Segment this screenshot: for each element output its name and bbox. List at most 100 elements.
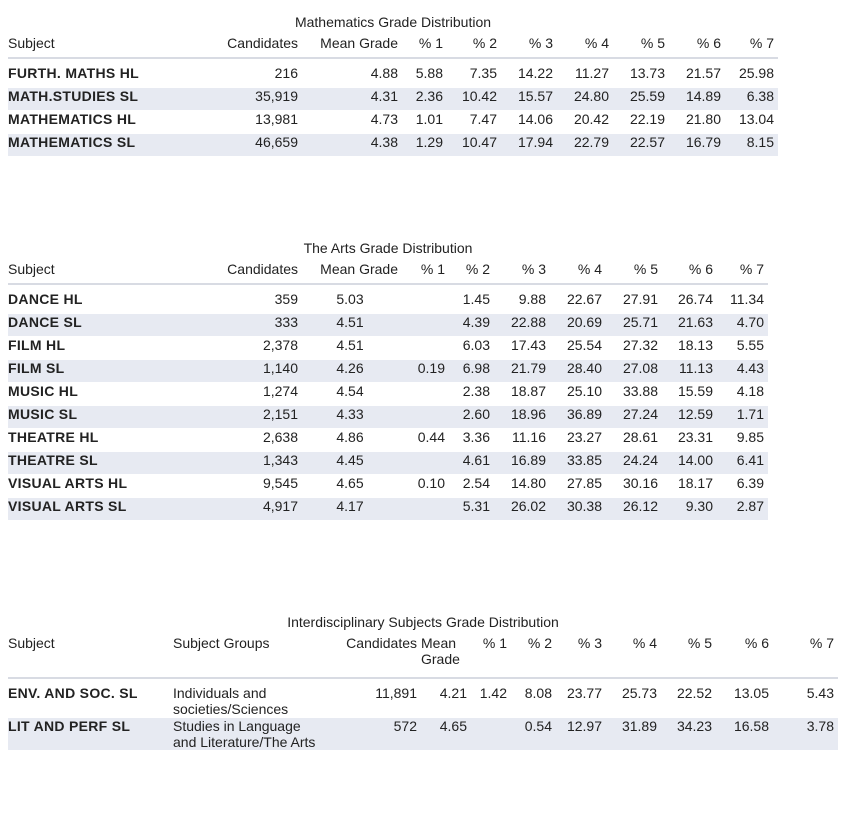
- value-cell: 26.74: [662, 291, 717, 314]
- value-cell: 18.96: [494, 405, 550, 429]
- table-row: MATH.STUDIES SL 35,919 4.31 2.36 10.42 15.57 2…: [8, 87, 778, 111]
- value-cell: 10.42: [447, 87, 501, 111]
- value-cell: 4,917: [190, 497, 302, 521]
- value-cell: 5.43: [773, 685, 838, 718]
- value-cell: 35,919: [190, 87, 302, 111]
- value-cell: 25.54: [550, 336, 606, 360]
- col-mean-grade: Mean Grade: [302, 35, 402, 59]
- value-cell: 11.13: [662, 359, 717, 383]
- col-mean-grade: Mean Grade: [421, 635, 471, 679]
- value-cell: Studies in Language and Literature/The A…: [173, 717, 323, 751]
- value-cell: 11.34: [717, 291, 768, 314]
- value-cell: 14.00: [662, 451, 717, 475]
- col-pct-4: % 4: [606, 635, 661, 679]
- arts-grade-table: The Arts Grade Distribution Subject Cand…: [8, 240, 768, 521]
- value-cell: 9.88: [494, 291, 550, 314]
- value-cell: 1,274: [190, 382, 302, 406]
- value-cell: 26.02: [494, 497, 550, 521]
- value-cell: 1,140: [190, 359, 302, 383]
- value-cell: [402, 405, 449, 429]
- value-cell: 5.31: [449, 497, 494, 521]
- table-row: LIT AND PERF SL Studies in Language and L…: [8, 717, 838, 751]
- value-cell: 4.18: [717, 382, 768, 406]
- value-cell: 4.70: [717, 313, 768, 337]
- col-pct-7: % 7: [725, 35, 778, 59]
- value-cell: 34.23: [661, 717, 716, 751]
- value-cell: 27.24: [606, 405, 662, 429]
- spacer-row: [8, 58, 778, 65]
- value-cell: 216: [190, 65, 302, 88]
- value-cell: 21.79: [494, 359, 550, 383]
- value-cell: 30.38: [550, 497, 606, 521]
- value-cell: 17.94: [501, 133, 557, 157]
- value-cell: 4.54: [302, 382, 402, 406]
- table-row: THEATRE SL 1,343 4.45 4.61 16.89 33.85 24.24 14…: [8, 451, 768, 475]
- subject-cell: DANCE HL: [8, 291, 190, 314]
- value-cell: 8.15: [725, 133, 778, 157]
- col-pct-6: % 6: [662, 261, 717, 285]
- value-cell: 0.19: [402, 359, 449, 383]
- table-row: MATHEMATICS HL 13,981 4.73 1.01 7.47 14.06 20.…: [8, 110, 778, 134]
- value-cell: 9.85: [717, 428, 768, 452]
- value-cell: 14.06: [501, 110, 557, 134]
- value-cell: 8.08: [511, 685, 556, 718]
- value-cell: 4.26: [302, 359, 402, 383]
- value-cell: 20.42: [557, 110, 613, 134]
- inter-table-title: Interdisciplinary Subjects Grade Distrib…: [287, 614, 559, 630]
- value-cell: 10.47: [447, 133, 501, 157]
- value-cell: 6.41: [717, 451, 768, 475]
- value-cell: 3.36: [449, 428, 494, 452]
- col-pct-1: % 1: [471, 635, 511, 679]
- value-cell: 6.39: [717, 474, 768, 498]
- value-cell: 22.52: [661, 685, 716, 718]
- value-cell: 12.97: [556, 717, 606, 751]
- table-row: DANCE SL 333 4.51 4.39 22.88 20.69 25.71 21.63 4…: [8, 313, 768, 337]
- value-cell: 27.08: [606, 359, 662, 383]
- value-cell: 7.47: [447, 110, 501, 134]
- value-cell: 4.33: [302, 405, 402, 429]
- value-cell: 2.60: [449, 405, 494, 429]
- value-cell: [471, 717, 511, 751]
- value-cell: 23.77: [556, 685, 606, 718]
- subject-cell: FILM HL: [8, 336, 190, 360]
- value-cell: 6.98: [449, 359, 494, 383]
- table-row: FURTH. MATHS HL 216 4.88 5.88 7.35 14.22 11.27…: [8, 65, 778, 88]
- value-cell: 1.01: [402, 110, 447, 134]
- col-candidates: Candidates: [323, 635, 421, 679]
- col-candidates: Candidates: [190, 35, 302, 59]
- col-pct-1: % 1: [402, 261, 449, 285]
- value-cell: 15.57: [501, 87, 557, 111]
- value-cell: 2,151: [190, 405, 302, 429]
- col-pct-7: % 7: [717, 261, 768, 285]
- value-cell: 4.88: [302, 65, 402, 88]
- value-cell: 27.85: [550, 474, 606, 498]
- value-cell: 5.03: [302, 291, 402, 314]
- value-cell: 2.87: [717, 497, 768, 521]
- col-pct-3: % 3: [501, 35, 557, 59]
- col-pct-6: % 6: [669, 35, 725, 59]
- subject-cell: MATH.STUDIES SL: [8, 87, 190, 111]
- spacer-row: [8, 284, 768, 291]
- value-cell: 4.45: [302, 451, 402, 475]
- value-cell: 2,378: [190, 336, 302, 360]
- value-cell: 6.03: [449, 336, 494, 360]
- subject-cell: LIT AND PERF SL: [8, 717, 173, 751]
- value-cell: 13.04: [725, 110, 778, 134]
- value-cell: 2.36: [402, 87, 447, 111]
- value-cell: 25.98: [725, 65, 778, 88]
- value-cell: [402, 336, 449, 360]
- value-cell: 333: [190, 313, 302, 337]
- value-cell: 6.38: [725, 87, 778, 111]
- value-cell: [402, 451, 449, 475]
- value-cell: 4.31: [302, 87, 402, 111]
- value-cell: 30.16: [606, 474, 662, 498]
- subject-cell: ENV. AND SOC. SL: [8, 685, 173, 718]
- col-subject-groups: Subject Groups: [173, 635, 323, 679]
- value-cell: 22.19: [613, 110, 669, 134]
- col-subject: Subject: [8, 261, 190, 285]
- value-cell: 14.89: [669, 87, 725, 111]
- math-header-row: Subject Candidates Mean Grade % 1 % 2 % …: [8, 35, 778, 59]
- subject-cell: FURTH. MATHS HL: [8, 65, 190, 88]
- col-pct-2: % 2: [511, 635, 556, 679]
- value-cell: 9,545: [190, 474, 302, 498]
